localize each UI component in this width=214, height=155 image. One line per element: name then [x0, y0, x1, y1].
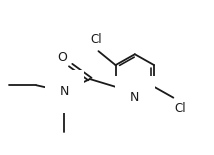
Text: Cl: Cl	[91, 33, 102, 46]
Text: Cl: Cl	[174, 102, 186, 115]
Text: N: N	[59, 85, 69, 98]
Text: N: N	[130, 91, 140, 104]
Text: O: O	[57, 51, 67, 64]
